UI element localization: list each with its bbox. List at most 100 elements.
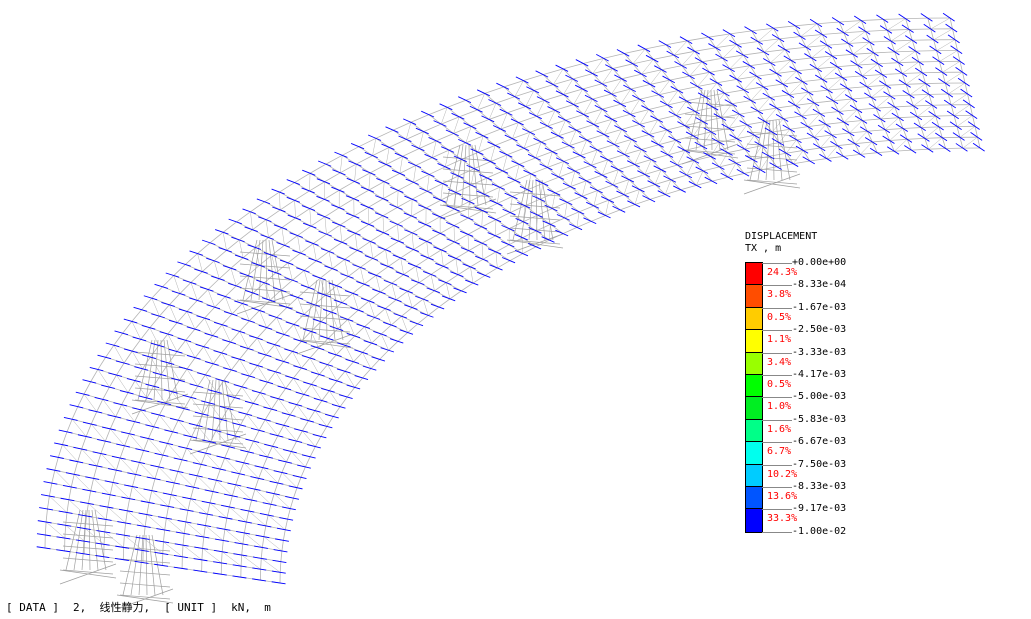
mesh-radial-segment — [906, 139, 912, 151]
mesh-ring-segment — [303, 304, 315, 315]
displacement-arrow — [375, 195, 389, 202]
mesh-ring-segment — [336, 276, 349, 287]
mesh-ring-segment — [512, 131, 531, 140]
mesh-ring-segment — [779, 36, 801, 40]
mesh-ring-segment — [183, 521, 187, 534]
mesh-ring-segment — [862, 74, 883, 77]
displacement-arrow — [883, 36, 896, 45]
displacement-arrow — [515, 76, 529, 84]
mesh-diagonal — [962, 136, 978, 149]
mesh-ring-segment — [262, 456, 268, 468]
mesh-diagonal — [467, 201, 470, 218]
mesh-diagonal — [104, 531, 124, 548]
mesh-radial-segment — [368, 189, 384, 200]
mesh-radial-segment — [837, 145, 844, 157]
displacement-arrow — [879, 80, 892, 89]
mesh-diagonal — [257, 337, 267, 356]
displacement-arrow — [616, 150, 630, 158]
mesh-diagonal — [939, 50, 958, 62]
mesh-ring-segment — [564, 211, 580, 219]
mesh-diagonal — [385, 147, 390, 165]
mesh-radial-segment — [776, 107, 784, 119]
mesh-ring-segment — [355, 224, 370, 234]
mesh-ring-segment — [354, 172, 371, 182]
mesh-diagonal — [667, 90, 679, 106]
mesh-ring-segment — [592, 68, 613, 75]
displacement-arrow — [921, 144, 934, 153]
displacement-arrow — [165, 272, 180, 278]
displacement-arrow — [279, 259, 294, 266]
mesh-diagonal — [488, 103, 497, 120]
displacement-arrow — [742, 61, 756, 69]
mesh-radial-segment — [375, 137, 390, 148]
displacement-arrow — [673, 185, 686, 193]
mesh-diagonal — [257, 365, 268, 383]
legend-band — [746, 307, 762, 331]
mesh-diagonal — [852, 41, 870, 55]
mesh-ring-segment — [398, 232, 413, 242]
mesh-ring-segment — [890, 39, 913, 42]
displacement-arrow — [555, 229, 569, 237]
displacement-arrow — [244, 226, 258, 233]
mesh-radial-segment — [884, 129, 891, 141]
support-member — [81, 509, 87, 571]
mesh-ring-segment — [406, 131, 424, 140]
support-member — [746, 131, 798, 137]
mesh-radial-segment — [596, 149, 609, 161]
mesh-radial-segment — [428, 174, 443, 184]
mesh-radial-segment — [467, 217, 483, 228]
mesh-radial-segment — [890, 40, 896, 53]
mesh-ring-segment — [650, 79, 670, 85]
displacement-arrow — [597, 211, 611, 219]
mesh-ring-segment — [339, 215, 355, 226]
mesh-ring-segment — [611, 113, 631, 120]
displacement-arrow — [404, 229, 418, 236]
displacement-arrow — [349, 247, 363, 253]
mesh-ring-segment — [194, 346, 204, 358]
displacement-arrow — [316, 195, 330, 202]
mesh-ring-segment — [292, 341, 302, 352]
displacement-arrow — [782, 124, 796, 133]
displacement-arrow — [633, 69, 647, 78]
displacement-arrow — [320, 248, 335, 254]
displacement-arrow — [56, 536, 71, 540]
mesh-radial-segment — [612, 184, 625, 196]
legend-tick-label: -5.83e-03 — [792, 413, 847, 425]
displacement-arrow — [569, 223, 583, 231]
displacement-arrow — [367, 134, 382, 141]
mesh-ring-segment — [817, 21, 840, 25]
mesh-radial-segment — [442, 183, 457, 193]
mesh-diagonal — [309, 208, 312, 227]
mesh-ring-segment — [341, 293, 354, 303]
mesh-diagonal — [287, 262, 293, 281]
mesh-radial-segment — [494, 145, 508, 156]
mesh-radial-segment — [340, 172, 355, 182]
mesh-ring-segment — [837, 143, 855, 147]
displacement-arrow — [150, 342, 165, 348]
mesh-diagonal — [854, 131, 868, 144]
displacement-arrow — [778, 148, 792, 157]
mesh-ring-segment — [666, 125, 685, 131]
displacement-arrow — [389, 203, 403, 210]
mesh-ring-segment — [309, 347, 320, 359]
mesh-radial-segment — [325, 163, 341, 174]
mesh-ring-segment — [894, 149, 912, 152]
mesh-ring-segment — [347, 309, 359, 320]
mesh-diagonal — [860, 141, 873, 155]
mesh-ring-segment — [537, 208, 553, 216]
mesh-ring-segment — [562, 63, 584, 70]
mesh-ring-segment — [822, 77, 843, 80]
mesh-diagonal — [382, 181, 385, 199]
displacement-arrow — [75, 552, 90, 556]
mesh-diagonal — [91, 423, 106, 442]
mesh-ring-segment — [563, 155, 581, 162]
mesh-ring-segment — [221, 341, 231, 354]
displacement-arrow — [869, 147, 883, 157]
mesh-ring-segment — [582, 83, 603, 90]
data-label: [ DATA ] — [6, 601, 59, 614]
mesh-ring-segment — [326, 416, 334, 427]
mesh-ring-segment — [240, 413, 247, 426]
mesh-ring-segment — [686, 170, 704, 176]
support-member — [746, 167, 798, 173]
